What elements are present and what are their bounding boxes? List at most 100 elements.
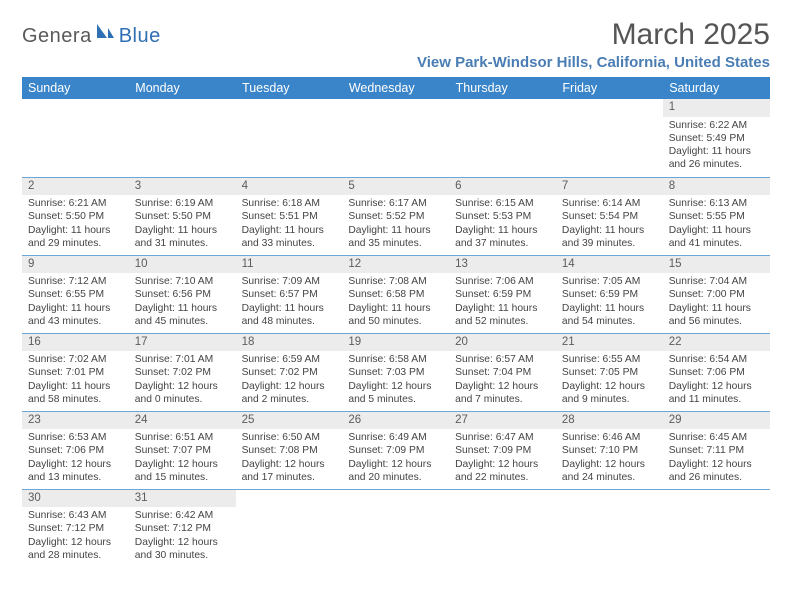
calendar-cell: 24Sunrise: 6:51 AMSunset: 7:07 PMDayligh… xyxy=(129,411,236,489)
day-number: 28 xyxy=(556,412,663,430)
daylight-text: Daylight: 12 hours and 30 minutes. xyxy=(135,536,230,562)
daylight-text: Daylight: 12 hours and 28 minutes. xyxy=(28,536,123,562)
calendar-cell: 22Sunrise: 6:54 AMSunset: 7:06 PMDayligh… xyxy=(663,333,770,411)
weekday-header: Friday xyxy=(556,77,663,99)
day-number: 12 xyxy=(342,256,449,274)
daylight-text: Daylight: 12 hours and 22 minutes. xyxy=(455,458,550,484)
day-number: 8 xyxy=(663,178,770,196)
sunrise-text: Sunrise: 6:57 AM xyxy=(455,353,550,366)
sunset-text: Sunset: 7:04 PM xyxy=(455,366,550,379)
sunrise-text: Sunrise: 7:02 AM xyxy=(28,353,123,366)
day-details: Sunrise: 7:06 AMSunset: 6:59 PMDaylight:… xyxy=(449,273,556,331)
day-details: Sunrise: 6:59 AMSunset: 7:02 PMDaylight:… xyxy=(236,351,343,409)
day-details: Sunrise: 6:21 AMSunset: 5:50 PMDaylight:… xyxy=(22,195,129,253)
calendar-cell: 4Sunrise: 6:18 AMSunset: 5:51 PMDaylight… xyxy=(236,177,343,255)
sunset-text: Sunset: 7:11 PM xyxy=(669,444,764,457)
day-details: Sunrise: 6:51 AMSunset: 7:07 PMDaylight:… xyxy=(129,429,236,487)
day-number: 5 xyxy=(342,178,449,196)
day-number: 2 xyxy=(22,178,129,196)
day-number: 6 xyxy=(449,178,556,196)
sunrise-text: Sunrise: 6:45 AM xyxy=(669,431,764,444)
logo-text-2: Blue xyxy=(119,25,161,48)
daylight-text: Daylight: 11 hours and 35 minutes. xyxy=(348,224,443,250)
day-number: 9 xyxy=(22,256,129,274)
daylight-text: Daylight: 11 hours and 43 minutes. xyxy=(28,302,123,328)
calendar-cell: 7Sunrise: 6:14 AMSunset: 5:54 PMDaylight… xyxy=(556,177,663,255)
day-number: 17 xyxy=(129,334,236,352)
calendar-cell xyxy=(236,489,343,567)
day-number: 15 xyxy=(663,256,770,274)
sunrise-text: Sunrise: 6:42 AM xyxy=(135,509,230,522)
calendar-cell: 26Sunrise: 6:49 AMSunset: 7:09 PMDayligh… xyxy=(342,411,449,489)
day-details: Sunrise: 6:17 AMSunset: 5:52 PMDaylight:… xyxy=(342,195,449,253)
calendar-cell: 13Sunrise: 7:06 AMSunset: 6:59 PMDayligh… xyxy=(449,255,556,333)
day-details: Sunrise: 6:49 AMSunset: 7:09 PMDaylight:… xyxy=(342,429,449,487)
calendar-cell: 16Sunrise: 7:02 AMSunset: 7:01 PMDayligh… xyxy=(22,333,129,411)
daylight-text: Daylight: 12 hours and 15 minutes. xyxy=(135,458,230,484)
sunrise-text: Sunrise: 6:49 AM xyxy=(348,431,443,444)
sunrise-text: Sunrise: 6:17 AM xyxy=(348,197,443,210)
calendar-cell xyxy=(556,489,663,567)
sunrise-text: Sunrise: 6:46 AM xyxy=(562,431,657,444)
calendar-cell xyxy=(556,99,663,177)
calendar-cell: 17Sunrise: 7:01 AMSunset: 7:02 PMDayligh… xyxy=(129,333,236,411)
sunset-text: Sunset: 5:54 PM xyxy=(562,210,657,223)
sunset-text: Sunset: 5:53 PM xyxy=(455,210,550,223)
month-title: March 2025 xyxy=(417,18,770,52)
day-details: Sunrise: 7:05 AMSunset: 6:59 PMDaylight:… xyxy=(556,273,663,331)
calendar-cell: 31Sunrise: 6:42 AMSunset: 7:12 PMDayligh… xyxy=(129,489,236,567)
day-number: 23 xyxy=(22,412,129,430)
calendar-cell: 10Sunrise: 7:10 AMSunset: 6:56 PMDayligh… xyxy=(129,255,236,333)
sunset-text: Sunset: 5:55 PM xyxy=(669,210,764,223)
sunrise-text: Sunrise: 6:53 AM xyxy=(28,431,123,444)
sunrise-text: Sunrise: 7:05 AM xyxy=(562,275,657,288)
day-details: Sunrise: 6:42 AMSunset: 7:12 PMDaylight:… xyxy=(129,507,236,565)
weekday-header: Tuesday xyxy=(236,77,343,99)
calendar-table: SundayMondayTuesdayWednesdayThursdayFrid… xyxy=(22,77,770,567)
sunrise-text: Sunrise: 6:50 AM xyxy=(242,431,337,444)
day-number: 1 xyxy=(663,99,770,117)
sunset-text: Sunset: 7:02 PM xyxy=(242,366,337,379)
day-number: 22 xyxy=(663,334,770,352)
daylight-text: Daylight: 11 hours and 29 minutes. xyxy=(28,224,123,250)
daylight-text: Daylight: 11 hours and 56 minutes. xyxy=(669,302,764,328)
sunset-text: Sunset: 7:12 PM xyxy=(135,522,230,535)
sunrise-text: Sunrise: 6:55 AM xyxy=(562,353,657,366)
day-number: 25 xyxy=(236,412,343,430)
sunrise-text: Sunrise: 6:14 AM xyxy=(562,197,657,210)
day-number: 13 xyxy=(449,256,556,274)
daylight-text: Daylight: 11 hours and 26 minutes. xyxy=(669,145,764,171)
calendar-cell: 21Sunrise: 6:55 AMSunset: 7:05 PMDayligh… xyxy=(556,333,663,411)
calendar-cell: 25Sunrise: 6:50 AMSunset: 7:08 PMDayligh… xyxy=(236,411,343,489)
calendar-cell: 2Sunrise: 6:21 AMSunset: 5:50 PMDaylight… xyxy=(22,177,129,255)
day-number: 29 xyxy=(663,412,770,430)
day-details: Sunrise: 6:22 AMSunset: 5:49 PMDaylight:… xyxy=(663,117,770,175)
sunrise-text: Sunrise: 6:22 AM xyxy=(669,119,764,132)
day-details: Sunrise: 6:55 AMSunset: 7:05 PMDaylight:… xyxy=(556,351,663,409)
sunset-text: Sunset: 7:07 PM xyxy=(135,444,230,457)
logo-text-1: Genera xyxy=(22,25,92,48)
sunset-text: Sunset: 5:50 PM xyxy=(135,210,230,223)
sunset-text: Sunset: 5:50 PM xyxy=(28,210,123,223)
daylight-text: Daylight: 11 hours and 31 minutes. xyxy=(135,224,230,250)
day-number: 4 xyxy=(236,178,343,196)
day-number: 20 xyxy=(449,334,556,352)
daylight-text: Daylight: 12 hours and 24 minutes. xyxy=(562,458,657,484)
day-details: Sunrise: 7:04 AMSunset: 7:00 PMDaylight:… xyxy=(663,273,770,331)
day-details: Sunrise: 6:14 AMSunset: 5:54 PMDaylight:… xyxy=(556,195,663,253)
sunrise-text: Sunrise: 6:47 AM xyxy=(455,431,550,444)
sunset-text: Sunset: 6:59 PM xyxy=(455,288,550,301)
sunrise-text: Sunrise: 7:06 AM xyxy=(455,275,550,288)
daylight-text: Daylight: 12 hours and 11 minutes. xyxy=(669,380,764,406)
calendar-cell: 18Sunrise: 6:59 AMSunset: 7:02 PMDayligh… xyxy=(236,333,343,411)
sunset-text: Sunset: 7:01 PM xyxy=(28,366,123,379)
day-number: 31 xyxy=(129,490,236,508)
day-details: Sunrise: 7:02 AMSunset: 7:01 PMDaylight:… xyxy=(22,351,129,409)
daylight-text: Daylight: 12 hours and 2 minutes. xyxy=(242,380,337,406)
day-details: Sunrise: 6:53 AMSunset: 7:06 PMDaylight:… xyxy=(22,429,129,487)
calendar-cell xyxy=(22,99,129,177)
sunset-text: Sunset: 5:52 PM xyxy=(348,210,443,223)
sunset-text: Sunset: 7:09 PM xyxy=(455,444,550,457)
sunrise-text: Sunrise: 6:43 AM xyxy=(28,509,123,522)
sunset-text: Sunset: 6:58 PM xyxy=(348,288,443,301)
